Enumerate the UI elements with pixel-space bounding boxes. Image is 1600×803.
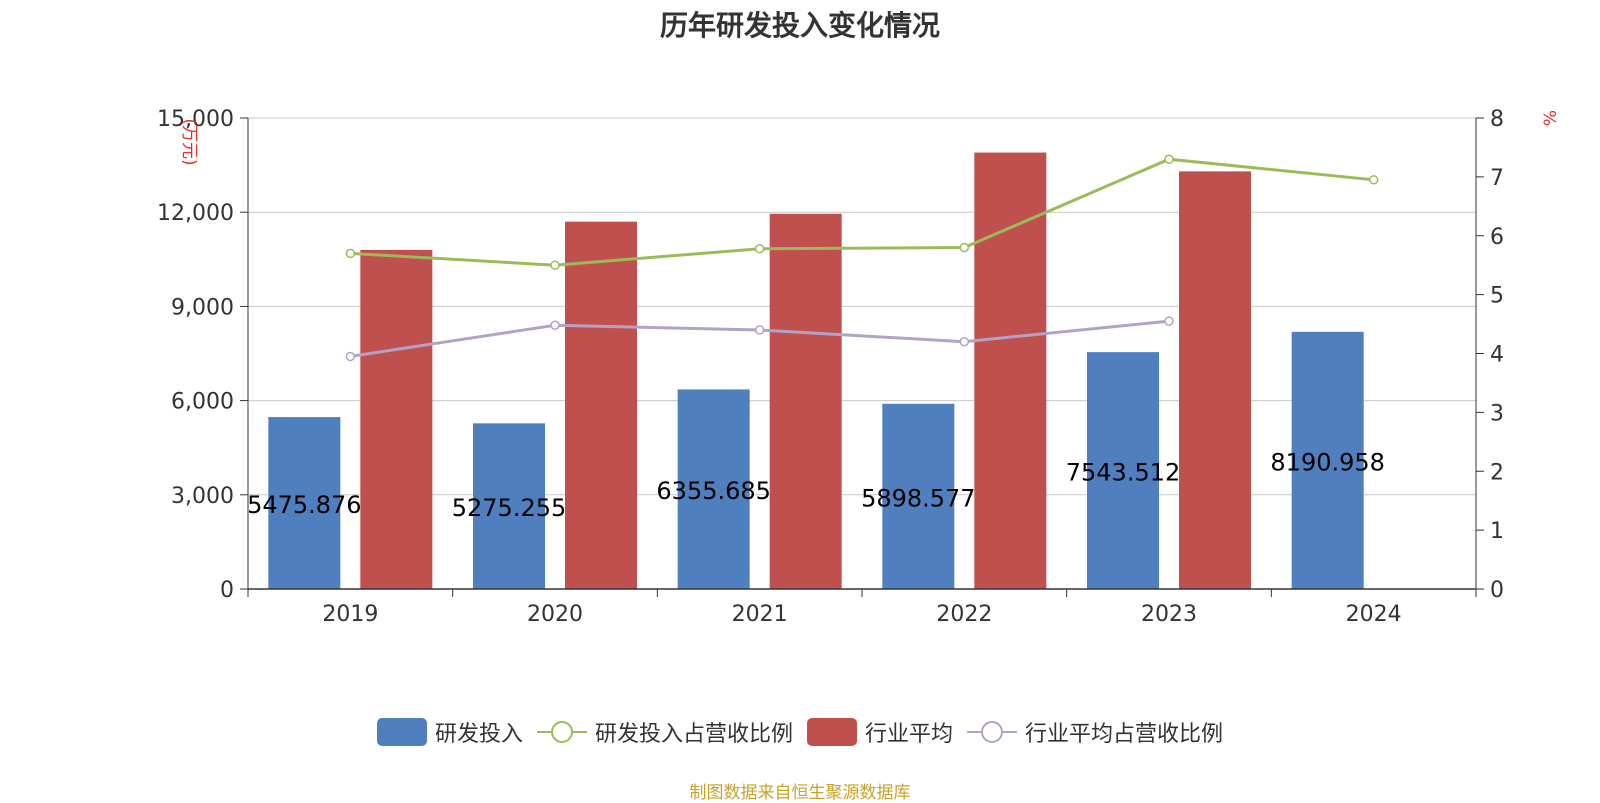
bar-layer [268, 152, 1364, 590]
right-tick-label: 4 [1490, 343, 1504, 368]
bar [268, 417, 341, 589]
bar [565, 221, 637, 589]
bar [1291, 331, 1364, 589]
right-tick-label: 8 [1490, 107, 1504, 132]
x-tick-label: 2021 [732, 602, 788, 627]
chart-title: 历年研发投入变化情况 [659, 9, 940, 42]
x-tick-label: 2022 [936, 602, 992, 627]
right-tick-label: 0 [1490, 578, 1504, 603]
right-unit-label: % [1541, 110, 1561, 126]
bar [473, 423, 545, 589]
line-point [1164, 154, 1174, 164]
left-tick-label: 3,000 [171, 484, 234, 509]
line-point [550, 320, 560, 330]
bar [769, 213, 842, 589]
left-tick-label: 15,000 [157, 107, 234, 132]
bar [1179, 171, 1251, 589]
legend-swatch-industry [807, 718, 857, 746]
legend-label-industry-ratio: 行业平均占营收比例 [1025, 722, 1224, 747]
line-point [959, 242, 970, 253]
legend-swatch-rd [376, 718, 427, 746]
line-point [1164, 316, 1174, 326]
bar-value-label: 6355.685 [656, 477, 771, 505]
left-tick-label: 12,000 [157, 201, 234, 226]
x-tick-label: 2019 [322, 602, 378, 627]
bar-value-label: 5275.255 [452, 494, 567, 522]
legend-item-rd[interactable]: 研发投入 [376, 716, 523, 748]
bar-value-label: 5475.876 [247, 491, 362, 519]
right-tick-label: 2 [1490, 460, 1504, 485]
legend-item-industry[interactable]: 行业平均 [807, 716, 953, 748]
bar [677, 389, 750, 589]
left-tick-label: 0 [220, 578, 234, 603]
legend-label-industry: 行业平均 [865, 722, 954, 747]
x-tick-label: 2020 [527, 602, 583, 627]
line-point [959, 336, 970, 347]
right-tick-label: 3 [1490, 401, 1504, 426]
left-unit-label: (万元) [179, 118, 199, 165]
left-tick-label: 9,000 [171, 295, 234, 320]
line-point [754, 325, 765, 335]
bar [974, 152, 1047, 590]
bar [1087, 352, 1159, 589]
line-point [345, 248, 356, 259]
bar [360, 249, 433, 589]
line-point [1368, 175, 1379, 185]
bar-value-label: 5898.577 [861, 484, 976, 512]
legend-label-rd-ratio: 研发投入占营收比例 [594, 722, 793, 747]
right-tick-label: 6 [1490, 225, 1504, 250]
legend-swatch-industry-ratio [967, 721, 1018, 743]
line-layer [345, 154, 1379, 362]
bar-value-label: 8190.958 [1270, 448, 1385, 476]
line-point [754, 243, 765, 254]
legend: 研发投入 研发投入占营收比例 行业平均 行业平均占营收比例 [0, 716, 1600, 748]
source-note: 制图数据来自恒生聚源数据库 [689, 783, 911, 803]
right-tick-label: 7 [1490, 166, 1504, 191]
x-tick-label: 2024 [1346, 602, 1402, 627]
grid-layer [248, 117, 1476, 496]
legend-item-industry-ratio[interactable]: 行业平均占营收比例 [967, 716, 1223, 748]
legend-label-rd: 研发投入 [434, 722, 523, 747]
line-point [345, 351, 356, 362]
right-tick-label: 1 [1490, 519, 1504, 544]
left-tick-label: 6,000 [171, 390, 234, 415]
right-tick-label: 5 [1490, 284, 1504, 309]
line-point [550, 260, 560, 270]
legend-item-rd-ratio[interactable]: 研发投入占营收比例 [536, 716, 793, 748]
legend-swatch-rd-ratio [536, 721, 587, 743]
bar [882, 403, 955, 589]
series-line [350, 157, 1374, 267]
axis-layer: 0 3,000 6,000 9,000 12,000 15,000 0 1 2 3 4 5 6 7 8 201… [157, 107, 1561, 627]
bar-value-label: 7543.512 [1066, 459, 1181, 487]
x-tick-label: 2023 [1141, 602, 1197, 627]
label-layer: 5475.876 5275.255 6355.685 5898.577 7543.512… [247, 448, 1385, 522]
